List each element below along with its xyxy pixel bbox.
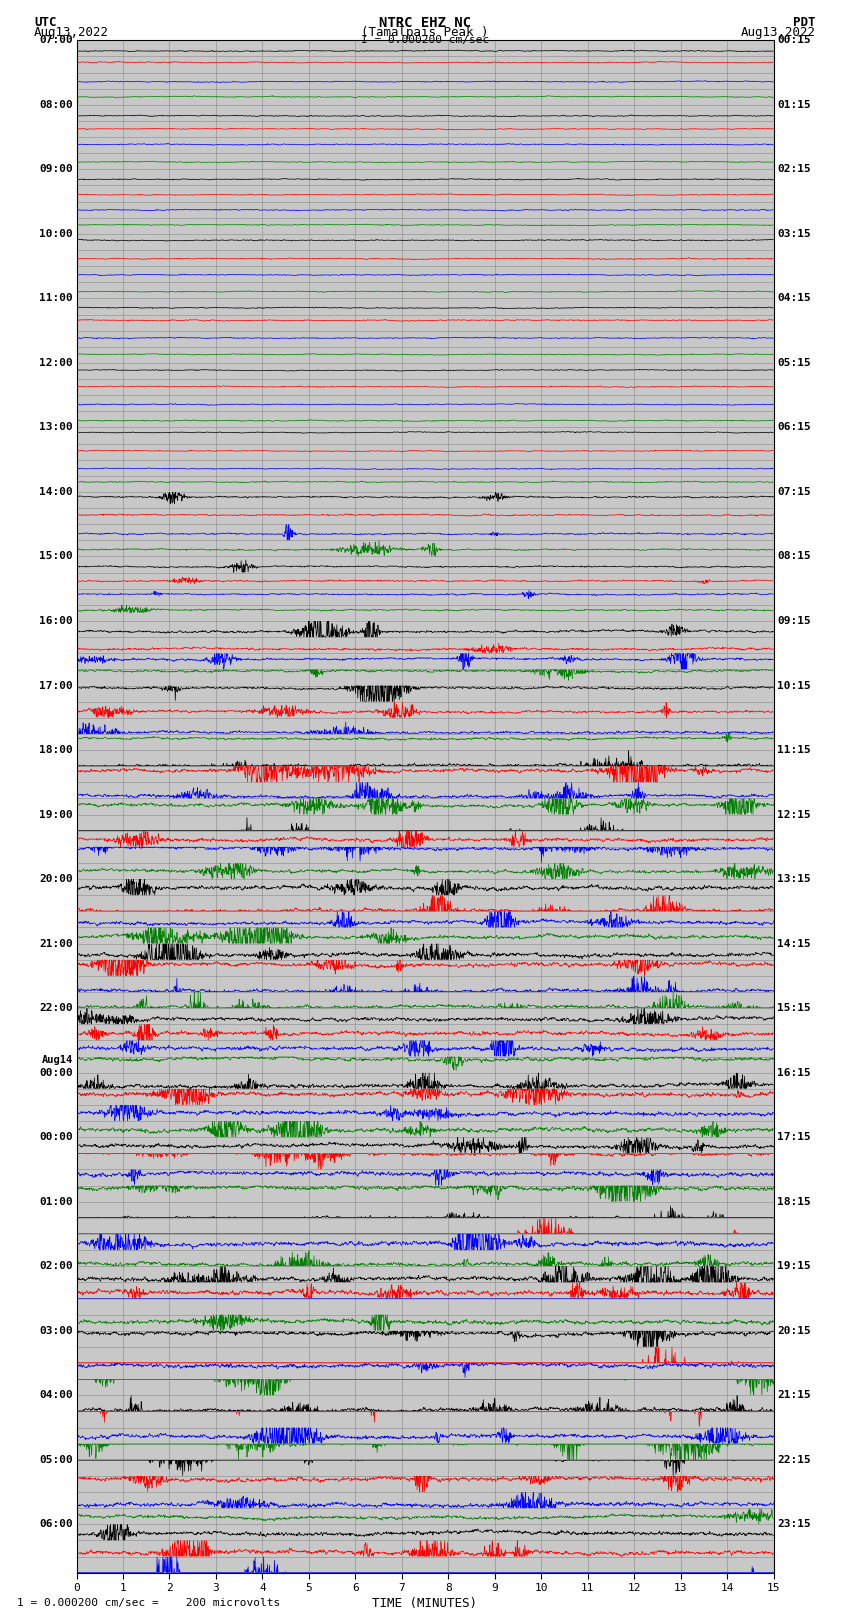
Text: 00:00: 00:00 — [39, 1132, 73, 1142]
Text: 12:00: 12:00 — [39, 358, 73, 368]
Text: PDT: PDT — [794, 16, 816, 29]
Text: 10:00: 10:00 — [39, 229, 73, 239]
Text: 03:15: 03:15 — [777, 229, 811, 239]
Text: 19:15: 19:15 — [777, 1261, 811, 1271]
Text: 12:15: 12:15 — [777, 810, 811, 819]
Text: 15:00: 15:00 — [39, 552, 73, 561]
Text: 07:15: 07:15 — [777, 487, 811, 497]
Text: 09:00: 09:00 — [39, 165, 73, 174]
X-axis label: TIME (MINUTES): TIME (MINUTES) — [372, 1597, 478, 1610]
Text: 21:00: 21:00 — [39, 939, 73, 948]
Text: 21:15: 21:15 — [777, 1390, 811, 1400]
Text: 01:15: 01:15 — [777, 100, 811, 110]
Text: I = 0.000200 cm/sec: I = 0.000200 cm/sec — [361, 35, 489, 45]
Text: 08:15: 08:15 — [777, 552, 811, 561]
Text: 22:15: 22:15 — [777, 1455, 811, 1465]
Text: 05:15: 05:15 — [777, 358, 811, 368]
Text: 14:00: 14:00 — [39, 487, 73, 497]
Text: 04:15: 04:15 — [777, 294, 811, 303]
Text: 20:15: 20:15 — [777, 1326, 811, 1336]
Text: 08:00: 08:00 — [39, 100, 73, 110]
Text: 00:00: 00:00 — [39, 1068, 73, 1077]
Text: Aug13,2022: Aug13,2022 — [34, 26, 109, 39]
Text: 17:00: 17:00 — [39, 681, 73, 690]
Text: 19:00: 19:00 — [39, 810, 73, 819]
Text: 10:15: 10:15 — [777, 681, 811, 690]
Text: (Tamalpais Peak ): (Tamalpais Peak ) — [361, 26, 489, 39]
Text: 06:00: 06:00 — [39, 1519, 73, 1529]
Text: 13:15: 13:15 — [777, 874, 811, 884]
Text: 04:00: 04:00 — [39, 1390, 73, 1400]
Text: 16:00: 16:00 — [39, 616, 73, 626]
Text: 11:00: 11:00 — [39, 294, 73, 303]
Text: Aug13,2022: Aug13,2022 — [741, 26, 816, 39]
Text: 1 = 0.000200 cm/sec =    200 microvolts: 1 = 0.000200 cm/sec = 200 microvolts — [17, 1598, 280, 1608]
Text: 03:00: 03:00 — [39, 1326, 73, 1336]
Text: 22:00: 22:00 — [39, 1003, 73, 1013]
Text: 00:15: 00:15 — [777, 35, 811, 45]
Text: 11:15: 11:15 — [777, 745, 811, 755]
Text: 06:15: 06:15 — [777, 423, 811, 432]
Text: 02:15: 02:15 — [777, 165, 811, 174]
Text: 15:15: 15:15 — [777, 1003, 811, 1013]
Text: 13:00: 13:00 — [39, 423, 73, 432]
Text: 02:00: 02:00 — [39, 1261, 73, 1271]
Text: 09:15: 09:15 — [777, 616, 811, 626]
Text: 18:15: 18:15 — [777, 1197, 811, 1207]
Text: 14:15: 14:15 — [777, 939, 811, 948]
Text: 01:00: 01:00 — [39, 1197, 73, 1207]
Text: 07:00: 07:00 — [39, 35, 73, 45]
Text: 17:15: 17:15 — [777, 1132, 811, 1142]
Text: 20:00: 20:00 — [39, 874, 73, 884]
Text: UTC: UTC — [34, 16, 56, 29]
Text: 18:00: 18:00 — [39, 745, 73, 755]
Text: NTRC EHZ NC: NTRC EHZ NC — [379, 16, 471, 31]
Text: 16:15: 16:15 — [777, 1068, 811, 1077]
Text: 23:15: 23:15 — [777, 1519, 811, 1529]
Text: 05:00: 05:00 — [39, 1455, 73, 1465]
Text: Aug14: Aug14 — [42, 1055, 73, 1065]
